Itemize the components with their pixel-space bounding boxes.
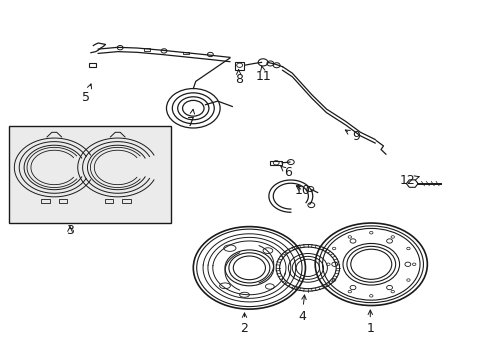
Text: 3: 3 bbox=[66, 224, 74, 237]
Bar bbox=[104, 199, 113, 203]
Bar bbox=[270, 161, 282, 165]
Text: 10: 10 bbox=[294, 184, 310, 197]
Bar bbox=[89, 63, 96, 67]
Text: 2: 2 bbox=[240, 313, 248, 335]
Bar bbox=[59, 199, 67, 203]
Bar bbox=[122, 199, 131, 203]
Text: 9: 9 bbox=[345, 130, 360, 144]
Bar bbox=[144, 48, 150, 51]
Bar bbox=[234, 62, 244, 69]
Text: 8: 8 bbox=[234, 70, 242, 86]
Text: 4: 4 bbox=[298, 295, 305, 323]
Text: 11: 11 bbox=[256, 66, 271, 82]
Text: 7: 7 bbox=[186, 109, 194, 129]
Text: 5: 5 bbox=[82, 84, 91, 104]
Text: 1: 1 bbox=[366, 310, 373, 335]
Bar bbox=[183, 51, 188, 54]
Text: 6: 6 bbox=[280, 166, 292, 179]
Text: 12: 12 bbox=[399, 174, 418, 186]
Bar bbox=[9, 126, 171, 223]
Bar bbox=[41, 199, 50, 203]
